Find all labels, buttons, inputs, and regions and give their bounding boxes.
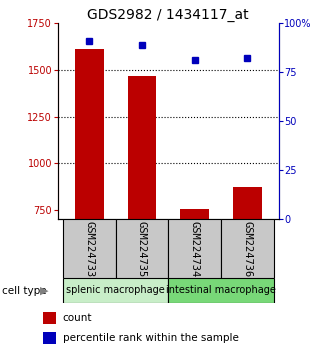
Text: GSM224734: GSM224734 [190,221,200,277]
Bar [75,49,104,219]
Text: cell type: cell type [2,286,46,296]
Text: percentile rank within the sample: percentile rank within the sample [63,333,239,343]
Text: GSM224736: GSM224736 [242,221,252,277]
Text: intestinal macrophage: intestinal macrophage [166,285,276,295]
Bar [115,219,168,278]
Bar [168,278,274,303]
Text: GSM224735: GSM224735 [137,221,147,277]
Bar [180,209,209,219]
Title: GDS2982 / 1434117_at: GDS2982 / 1434117_at [87,8,249,22]
Bar [63,219,116,278]
Bar [221,219,274,278]
Bar [127,76,156,219]
Bar [233,187,262,219]
Bar [168,219,221,278]
Bar [63,278,168,303]
Text: ▶: ▶ [40,286,49,296]
Text: count: count [63,313,92,323]
Text: GSM224733: GSM224733 [84,221,94,277]
Text: splenic macrophage: splenic macrophage [66,285,165,295]
